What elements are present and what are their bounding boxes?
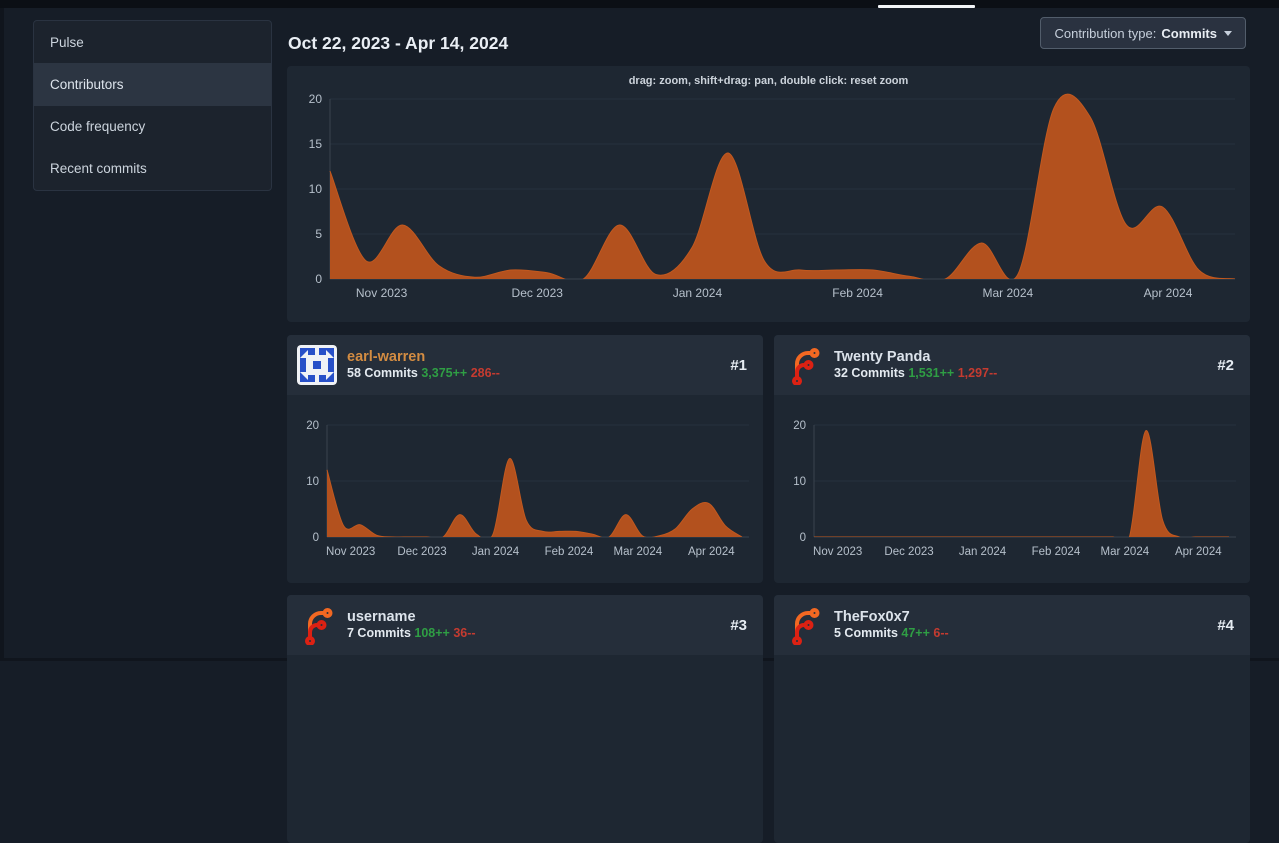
svg-text:0: 0 — [800, 532, 806, 544]
contributor-identity: earl-warren 58 Commits 3,375++ 286-- — [347, 348, 720, 382]
sidebar-item-code-frequency[interactable]: Code frequency — [50, 119, 146, 135]
top-navbar-strip — [0, 0, 1279, 8]
contributor-username: Twenty Panda — [834, 349, 931, 366]
svg-text:Dec 2023: Dec 2023 — [512, 286, 564, 300]
svg-text:20: 20 — [309, 92, 323, 106]
date-range-title: Oct 22, 2023 - Apr 14, 2024 — [288, 32, 509, 53]
svg-text:Apr 2024: Apr 2024 — [1144, 286, 1193, 300]
contributor-chart-area — [774, 655, 1250, 843]
svg-text:0: 0 — [315, 272, 322, 286]
svg-text:Nov 2023: Nov 2023 — [813, 546, 862, 558]
contributor-card-header: username 7 Commits 108++ 36-- #3 — [287, 595, 763, 655]
identicon-avatar[interactable] — [297, 345, 337, 385]
rank-badge: #1 — [730, 356, 747, 374]
commit-count: 32 Commits — [834, 366, 905, 381]
svg-text:Jan 2024: Jan 2024 — [673, 286, 723, 300]
commit-count: 58 Commits — [347, 366, 418, 381]
rank-badge: #3 — [730, 616, 747, 634]
contributor-identity: username 7 Commits 108++ 36-- — [347, 608, 720, 642]
sidebar-item-recent-commits[interactable]: Recent commits — [50, 161, 147, 177]
svg-text:15: 15 — [309, 137, 323, 151]
contributor-chart-area — [287, 655, 763, 843]
active-tab-underline — [878, 5, 975, 8]
svg-text:Mar 2024: Mar 2024 — [982, 286, 1033, 300]
contribution-type-value: Commits — [1161, 25, 1217, 41]
contributor-card: Twenty Panda 32 Commits 1,531++ 1,297-- … — [774, 335, 1250, 583]
contributor-identity: TheFox0x7 5 Commits 47++ 6-- — [834, 608, 1207, 642]
sidebar-item-contributors[interactable]: Contributors — [34, 63, 271, 106]
contributor-card: earl-warren 58 Commits 3,375++ 286-- #1 … — [287, 335, 763, 583]
svg-text:Feb 2024: Feb 2024 — [545, 546, 594, 558]
contributor-card-header: TheFox0x7 5 Commits 47++ 6-- #4 — [774, 595, 1250, 655]
contribution-type-label: Contribution type: — [1054, 25, 1157, 41]
main-contributions-chart-panel: 0 5 10 15 20 Nov 2023 Dec 2023 Jan 2024 Feb 2024… — [287, 66, 1250, 322]
rank-badge: #2 — [1217, 356, 1234, 374]
contributor-mini-area-chart[interactable]: 0 10 20 Nov 2023 Dec 2023 Jan 2024 Feb 2024 Mar… — [287, 395, 763, 583]
contributor-username: username — [347, 609, 416, 626]
activity-sidebar-menu: Pulse Contributors Code frequency Recent… — [33, 20, 272, 191]
contributor-card: TheFox0x7 5 Commits 47++ 6-- #4 — [774, 595, 1250, 843]
forgejo-logo-avatar[interactable] — [784, 605, 824, 645]
additions-count: 108++ — [414, 626, 450, 641]
contributor-chart-area: 0 10 20 Nov 2023 Dec 2023 Jan 2024 Feb 2024 Mar… — [287, 395, 763, 583]
deletions-count: 6-- — [933, 626, 949, 641]
contributor-stats: 58 Commits 3,375++ 286-- — [347, 366, 720, 382]
svg-text:Mar 2024: Mar 2024 — [1101, 546, 1150, 558]
svg-text:5: 5 — [315, 227, 322, 241]
deletions-count: 1,297-- — [957, 366, 998, 381]
rank-badge: #4 — [1217, 616, 1234, 634]
main-activity-area-chart[interactable]: 0 5 10 15 20 Nov 2023 Dec 2023 Jan 2024 Feb 2024… — [287, 66, 1250, 322]
contributor-stats: 5 Commits 47++ 6-- — [834, 626, 1207, 642]
contributor-username-link[interactable]: earl-warren — [347, 349, 426, 366]
contributor-username: TheFox0x7 — [834, 609, 910, 626]
contributor-card-header: Twenty Panda 32 Commits 1,531++ 1,297-- … — [774, 335, 1250, 395]
svg-text:Nov 2023: Nov 2023 — [356, 286, 408, 300]
svg-text:10: 10 — [306, 476, 319, 488]
svg-text:Mar 2024: Mar 2024 — [614, 546, 663, 558]
window-left-edge — [0, 8, 4, 661]
additions-count: 47++ — [901, 626, 930, 641]
contribution-type-dropdown[interactable]: Contribution type: Commits — [1040, 17, 1246, 49]
svg-text:10: 10 — [793, 476, 806, 488]
svg-text:20: 20 — [306, 420, 319, 432]
forgejo-logo-avatar[interactable] — [784, 345, 824, 385]
contributor-identity: Twenty Panda 32 Commits 1,531++ 1,297-- — [834, 348, 1207, 382]
commit-count: 5 Commits — [834, 626, 898, 641]
commit-count: 7 Commits — [347, 626, 411, 641]
contributor-stats: 7 Commits 108++ 36-- — [347, 626, 720, 642]
sidebar-item-pulse[interactable]: Pulse — [50, 34, 84, 50]
svg-text:Dec 2023: Dec 2023 — [397, 546, 446, 558]
chevron-down-icon — [1224, 30, 1232, 36]
svg-text:Feb 2024: Feb 2024 — [1032, 546, 1081, 558]
additions-count: 1,531++ — [908, 366, 955, 381]
svg-text:Apr 2024: Apr 2024 — [1175, 546, 1222, 558]
forgejo-logo-avatar[interactable] — [297, 605, 337, 645]
svg-text:10: 10 — [309, 182, 323, 196]
svg-text:Nov 2023: Nov 2023 — [326, 546, 375, 558]
svg-text:0: 0 — [313, 532, 319, 544]
svg-text:Apr 2024: Apr 2024 — [688, 546, 735, 558]
contributor-card: username 7 Commits 108++ 36-- #3 — [287, 595, 763, 843]
contributor-chart-area: 0 10 20 Nov 2023 Dec 2023 Jan 2024 Feb 2024 Mar… — [774, 395, 1250, 583]
contributor-card-header: earl-warren 58 Commits 3,375++ 286-- #1 — [287, 335, 763, 395]
svg-text:20: 20 — [793, 420, 806, 432]
deletions-count: 36-- — [453, 626, 476, 641]
deletions-count: 286-- — [470, 366, 500, 381]
svg-text:Jan 2024: Jan 2024 — [472, 546, 520, 558]
svg-text:Dec 2023: Dec 2023 — [884, 546, 933, 558]
svg-text:Jan 2024: Jan 2024 — [959, 546, 1007, 558]
svg-text:Feb 2024: Feb 2024 — [832, 286, 883, 300]
contributor-mini-area-chart[interactable]: 0 10 20 Nov 2023 Dec 2023 Jan 2024 Feb 2024 Mar… — [774, 395, 1250, 583]
contributor-stats: 32 Commits 1,531++ 1,297-- — [834, 366, 1207, 382]
additions-count: 3,375++ — [421, 366, 468, 381]
